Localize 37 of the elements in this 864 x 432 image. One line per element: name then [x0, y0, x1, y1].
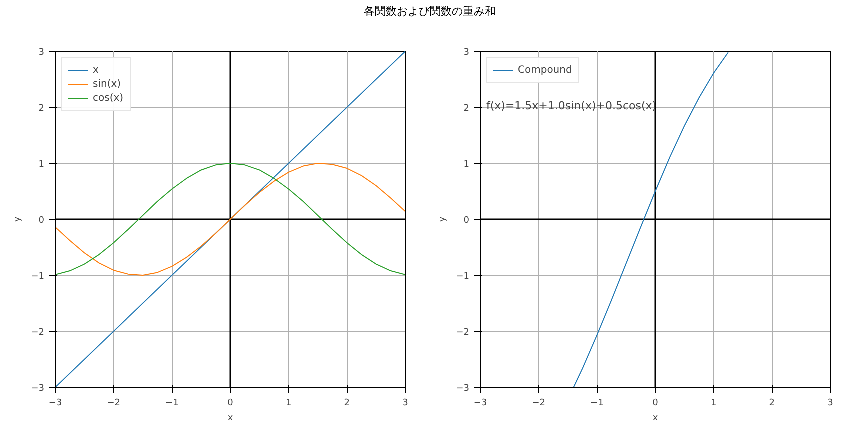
y-tick-label: −2: [31, 328, 45, 338]
y-tick-label: 2: [464, 104, 470, 114]
y-tick-label: −1: [31, 272, 45, 282]
x-tick-label: −1: [590, 398, 604, 408]
y-tick-label: −3: [31, 384, 45, 394]
legend-label: Compound: [518, 64, 572, 76]
text: 各関数および関数の重み和: [364, 4, 496, 20]
x-tick-label: 0: [652, 398, 659, 408]
y-tick-label: 1: [38, 160, 45, 170]
y-tick-label: 3: [38, 48, 45, 58]
y-axis-title: y: [438, 216, 448, 222]
x-tick-label: 1: [286, 398, 292, 408]
y-tick-label: 0: [464, 216, 470, 226]
y-tick-label: 3: [464, 48, 470, 58]
x-tick-label: 3: [828, 398, 834, 408]
y-tick-label: 2: [38, 104, 45, 114]
x-tick-label: 1: [710, 398, 717, 408]
y-axis-title: y: [13, 216, 24, 222]
y-tick-label: −3: [456, 384, 470, 394]
x-axis-title: x: [652, 414, 659, 424]
x-tick-label: 2: [344, 398, 350, 408]
x-tick-label: −1: [166, 398, 179, 408]
legend-label: x: [93, 64, 100, 76]
y-tick-label: −1: [456, 272, 470, 282]
x-tick-label: −2: [107, 398, 120, 408]
y-tick-label: 0: [38, 216, 45, 226]
y-tick-label: −2: [456, 328, 470, 338]
x-tick-label: 2: [769, 398, 776, 408]
x-tick-label: −2: [532, 398, 546, 408]
x-tick-label: −3: [474, 398, 488, 408]
legend-label: sin(x): [93, 78, 122, 90]
x-tick-label: 0: [228, 398, 234, 408]
x-axis-title: x: [228, 414, 234, 424]
legend-label: cos(x): [93, 92, 124, 104]
x-tick-label: −3: [48, 398, 62, 408]
y-tick-label: 1: [464, 160, 470, 170]
x-tick-label: 3: [402, 398, 408, 408]
